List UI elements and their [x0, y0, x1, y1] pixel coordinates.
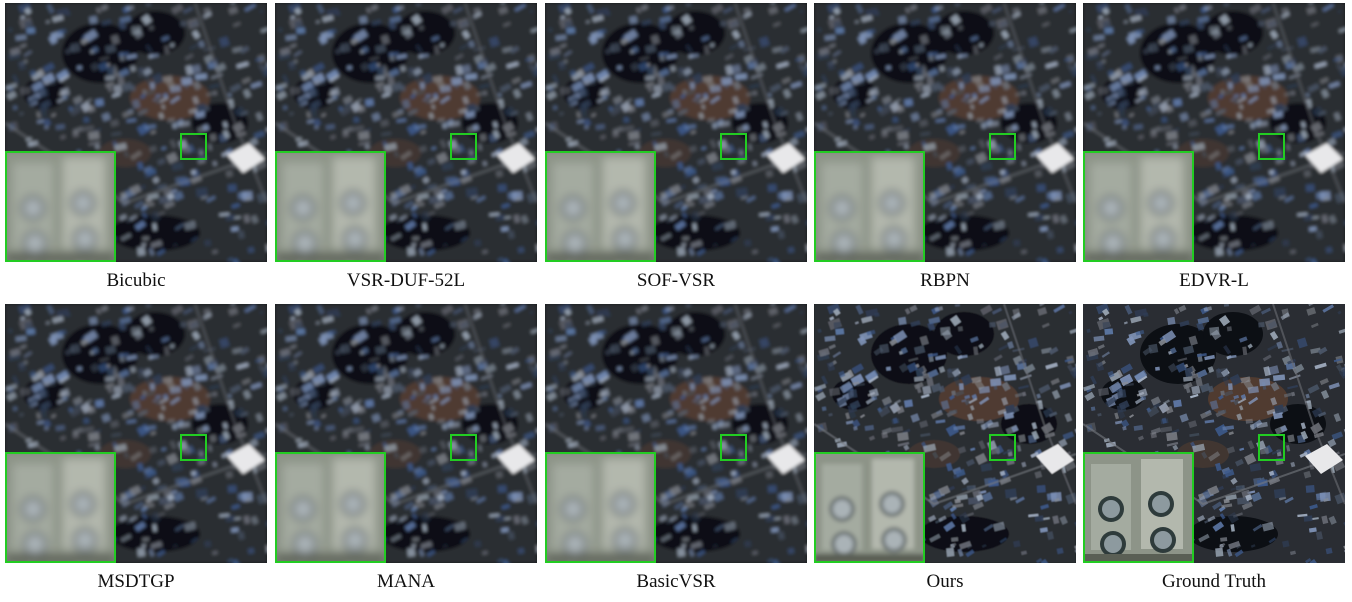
panel-basicvsr: BasicVSR	[545, 304, 807, 602]
roi-box	[1258, 133, 1285, 160]
comparison-row-2: MSDTGP MANA BasicVSR Ours Ground Truth	[5, 304, 1349, 602]
panel-caption: BasicVSR	[636, 571, 716, 592]
satellite-scene	[275, 304, 537, 563]
zoom-border	[275, 452, 386, 563]
zoom-inset	[275, 452, 386, 563]
zoom-inset	[1083, 151, 1194, 262]
panel-sof-vsr: SOF-VSR	[545, 3, 807, 301]
roi-box	[180, 434, 207, 461]
zoom-border	[275, 151, 386, 262]
satellite-image	[814, 3, 1076, 262]
panel-caption: EDVR-L	[1179, 270, 1249, 291]
zoom-border	[5, 452, 116, 563]
roi-box	[1258, 434, 1285, 461]
panel-ours: Ours	[814, 304, 1076, 602]
roi-box	[989, 133, 1016, 160]
zoom-border	[814, 452, 925, 563]
satellite-image	[5, 3, 267, 262]
panel-caption: RBPN	[920, 270, 970, 291]
panel-vsr-duf-52l: VSR-DUF-52L	[275, 3, 537, 301]
zoom-inset	[814, 151, 925, 262]
panel-caption: SOF-VSR	[636, 270, 716, 291]
satellite-scene	[545, 304, 807, 563]
satellite-image	[545, 304, 807, 563]
zoom-inset	[545, 151, 656, 262]
satellite-image	[1083, 304, 1345, 563]
zoom-inset	[5, 151, 116, 262]
satellite-scene	[814, 3, 1076, 262]
panel-ground-truth: Ground Truth	[1083, 304, 1345, 602]
satellite-image	[1083, 3, 1345, 262]
satellite-scene	[275, 3, 537, 262]
satellite-image	[545, 3, 807, 262]
satellite-scene	[814, 304, 1076, 563]
panel-caption: VSR-DUF-52L	[346, 270, 466, 291]
roi-box	[450, 133, 477, 160]
panel-caption: Ground Truth	[1162, 571, 1266, 592]
roi-box	[720, 434, 747, 461]
satellite-scene	[1083, 304, 1345, 563]
satellite-image	[5, 304, 267, 563]
satellite-image	[814, 304, 1076, 563]
zoom-border	[1083, 452, 1194, 563]
zoom-border	[1083, 151, 1194, 262]
satellite-image	[275, 304, 537, 563]
zoom-border	[814, 151, 925, 262]
panel-rbpn: RBPN	[814, 3, 1076, 301]
zoom-border	[545, 452, 656, 563]
panel-caption: Ours	[926, 571, 964, 592]
zoom-inset	[5, 452, 116, 563]
satellite-scene	[5, 3, 267, 262]
panel-caption: MANA	[376, 571, 436, 592]
panel-msdtgp: MSDTGP	[5, 304, 267, 602]
satellite-scene	[1083, 3, 1345, 262]
comparison-row-1: Bicubic VSR-DUF-52L SOF-VSR RBPN EDVR-L	[5, 3, 1349, 301]
panel-edvr-l: EDVR-L	[1083, 3, 1345, 301]
comparison-grid: Bicubic VSR-DUF-52L SOF-VSR RBPN EDVR-L …	[5, 3, 1349, 599]
zoom-inset	[814, 452, 925, 563]
satellite-scene	[545, 3, 807, 262]
zoom-border	[5, 151, 116, 262]
panel-bicubic: Bicubic	[5, 3, 267, 301]
roi-box	[180, 133, 207, 160]
zoom-border	[545, 151, 656, 262]
zoom-inset	[1083, 452, 1194, 563]
roi-box	[989, 434, 1016, 461]
roi-box	[450, 434, 477, 461]
zoom-inset	[545, 452, 656, 563]
roi-box	[720, 133, 747, 160]
zoom-inset	[275, 151, 386, 262]
panel-caption: MSDTGP	[97, 571, 175, 592]
satellite-image	[275, 3, 537, 262]
satellite-scene	[5, 304, 267, 563]
panel-caption: Bicubic	[106, 270, 166, 291]
panel-mana: MANA	[275, 304, 537, 602]
